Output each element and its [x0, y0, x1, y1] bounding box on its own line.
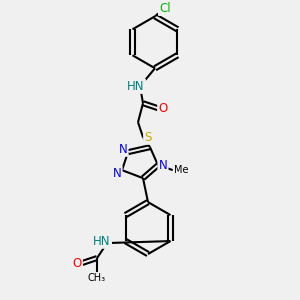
Text: O: O [158, 102, 168, 115]
Text: Cl: Cl [159, 2, 171, 15]
Text: S: S [144, 131, 152, 144]
Text: N: N [119, 143, 128, 156]
Text: N: N [113, 167, 122, 180]
Text: O: O [73, 256, 82, 269]
Text: HN: HN [93, 235, 111, 248]
Text: N: N [159, 159, 167, 172]
Text: Me: Me [174, 165, 188, 175]
Text: CH₃: CH₃ [88, 273, 106, 283]
Text: HN: HN [127, 80, 145, 93]
